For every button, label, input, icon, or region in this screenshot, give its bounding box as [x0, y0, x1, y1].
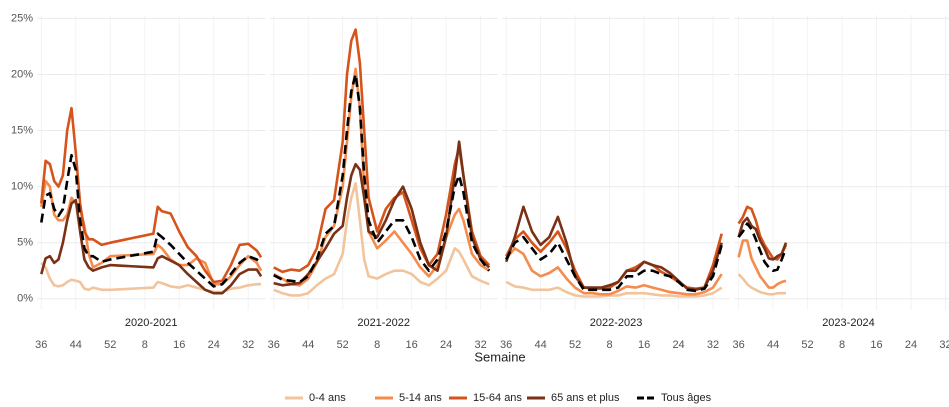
x-tick-label: 36: [35, 339, 47, 351]
y-tick-label: 10%: [11, 181, 33, 193]
x-tick-label: 32: [707, 339, 719, 351]
series-line: [505, 247, 723, 296]
series-line: [273, 73, 491, 284]
series-line: [737, 222, 788, 272]
series-line: [40, 198, 263, 295]
series-line: [40, 153, 262, 288]
x-tick-label: 8: [374, 339, 380, 351]
x-axis-title: Semaine: [474, 349, 525, 364]
series-line: [505, 235, 723, 293]
x-tick-label: 32: [242, 339, 254, 351]
y-tick-label: 25%: [11, 12, 33, 24]
x-tick-label: 44: [767, 339, 779, 351]
x-tick-label: 52: [569, 339, 581, 351]
x-tick-label: 32: [474, 339, 486, 351]
facet-label: 2021-2022: [357, 317, 410, 329]
x-tick-label: 8: [607, 339, 613, 351]
x-tick-label: 8: [142, 339, 148, 351]
y-tick-label: 5%: [17, 237, 33, 249]
x-tick-label: 24: [672, 339, 684, 351]
x-tick-label: 36: [500, 339, 512, 351]
series-line: [737, 205, 788, 261]
x-tick-label: 24: [440, 339, 452, 351]
series-line: [273, 67, 490, 287]
x-tick-label: 52: [337, 339, 349, 351]
series-line: [505, 280, 723, 298]
y-tick-label: 15%: [11, 124, 33, 136]
legend-label: 0-4 ans: [309, 392, 346, 404]
series-line: [273, 182, 490, 297]
series-line: [40, 106, 263, 284]
legend-label: 15-64 ans: [473, 392, 522, 404]
x-tick-label: 52: [104, 339, 116, 351]
series-line: [504, 205, 723, 292]
x-tick-label: 44: [70, 339, 82, 351]
x-tick-label: 8: [839, 339, 845, 351]
x-tick-label: 44: [302, 339, 314, 351]
x-tick-label: 36: [732, 339, 744, 351]
series-line: [737, 273, 786, 296]
x-tick-label: 16: [173, 339, 185, 351]
legend-label: Tous âges: [661, 392, 712, 404]
facet-label: 2023-2024: [822, 317, 875, 329]
y-tick-label: 20%: [11, 68, 33, 80]
x-tick-label: 44: [535, 339, 547, 351]
series-line: [737, 216, 788, 261]
x-tick-label: 24: [208, 339, 220, 351]
x-tick-label: 16: [638, 339, 650, 351]
facet-label: 2022-2023: [590, 317, 643, 329]
x-tick-label: 16: [870, 339, 882, 351]
facet-label: 2020-2021: [125, 317, 178, 329]
x-tick-label: 36: [268, 339, 280, 351]
x-tick-label: 32: [939, 339, 949, 351]
x-tick-label: 16: [406, 339, 418, 351]
x-tick-label: 24: [905, 339, 917, 351]
y-tick-label: 0%: [17, 293, 33, 305]
legend-label: 65 ans et plus: [551, 392, 620, 404]
legend-label: 5-14 ans: [399, 392, 442, 404]
x-tick-label: 52: [801, 339, 813, 351]
series-line: [737, 239, 787, 289]
